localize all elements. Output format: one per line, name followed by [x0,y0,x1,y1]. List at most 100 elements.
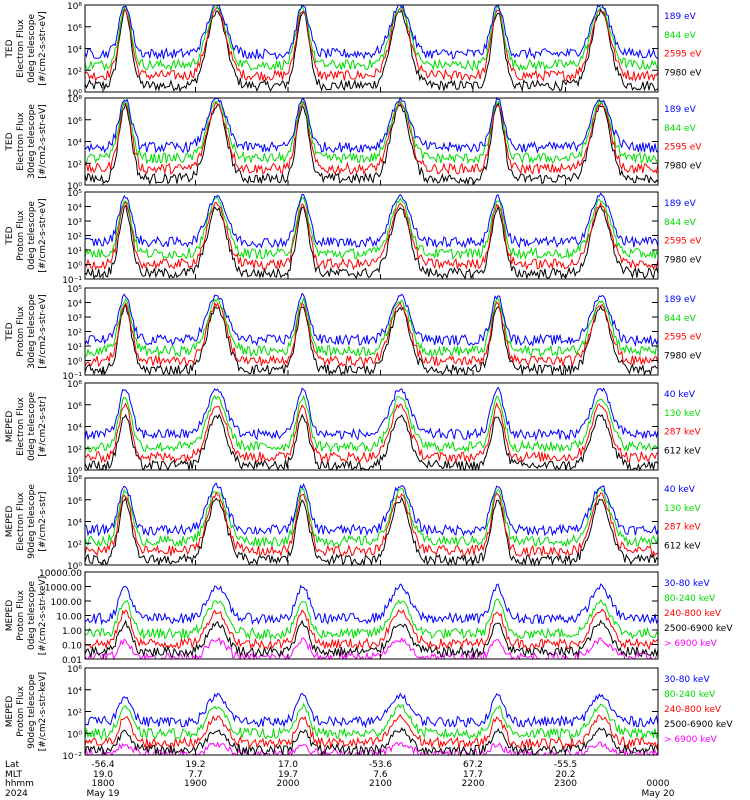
y-axis-label: Proton Flux [16,686,26,737]
y-tick-label: 10⁰ [67,89,82,99]
legend-entry: 80-240 keV [664,594,716,604]
legend-entry: 130 keV [664,504,701,514]
series-line-2-1 [84,102,659,186]
legend-entry: 287 keV [664,428,701,438]
y-tick-label: 1000.00 [45,584,82,594]
legend-entry: 40 keV [664,390,696,400]
panel-7: 0.01 0.10 1.00 10.00 100.00 1000.00 10000.00 ME… [5,569,733,666]
series-line-3-1 [84,204,659,280]
footer-lat-value: 17.0 [278,760,298,770]
y-tick-label: 10¹ [67,343,82,353]
y-axis-label: TED [5,226,15,245]
y-tick-label: 10⁰ [67,730,82,740]
y-tick-label: 10⁴ [67,204,82,214]
legend-entry: 7980 eV [664,68,702,78]
legend-entry: 189 eV [664,105,697,115]
footer-time-tick: 1900 [184,779,207,789]
y-axis-label: [#/cm2-s-str] [38,491,48,551]
y-tick-label: 10⁴ [67,46,82,56]
y-axis-label: 0deg telescope [27,14,37,84]
y-axis-label: [#/cm2-s-str] [38,396,48,456]
y-axis-label: 0deg telescope [27,201,37,271]
series-line-5-4 [84,386,659,442]
y-tick-label: 10.00 [56,613,82,623]
y-axis-label: Proton Flux [16,210,26,261]
y-axis-label: [#/cm2-s-str-eV] [38,104,48,179]
y-tick-label: 10² [67,233,82,243]
series-line-6-4 [84,482,659,537]
series-line-7-2 [84,619,659,659]
y-tick-label: 10⁰ [67,262,82,272]
legend-entry: > 6900 keV [664,735,718,745]
y-axis-label: TED [5,322,15,341]
legend-entry: 240-800 keV [664,609,722,619]
y-tick-label: 10⁻¹ [62,276,82,286]
y-tick-label: 10⁵ [67,189,82,199]
footer-mlt-value: 20.2 [555,770,575,780]
y-tick-label: 10⁴ [67,424,82,434]
legend-entry: 130 keV [664,409,701,419]
y-tick-label: 10² [67,329,82,339]
legend-entry: 2595 eV [664,143,702,153]
series-line-7-4 [84,598,659,641]
y-tick-label: 10⁸ [67,2,82,12]
series-line-6-2 [84,491,659,558]
series-line-3-2 [84,200,659,271]
footer-row-label: Lat [5,760,20,770]
y-tick-label: 10⁴ [67,519,82,529]
series-line-4-1 [84,303,658,377]
y-tick-label: 100.00 [51,598,83,608]
panel-frame [84,667,659,756]
footer-row-label: 2024 [5,789,28,799]
y-axis-label: MEPED [5,411,15,443]
y-tick-label: 10⁰ [67,562,82,572]
footer-time-tick: 1800 [92,779,115,789]
y-axis-label: 90deg telescope [27,484,37,559]
y-tick-label: 10⁶ [67,117,82,127]
y-axis-label: TED [5,132,15,151]
y-tick-label: 0.01 [62,656,82,666]
footer-lat-value: -56.4 [91,760,115,770]
y-tick-label: 10⁸ [67,380,82,390]
series-line-4-2 [84,301,659,368]
y-axis-label: 0deg telescope [27,392,37,462]
series-line-8-5 [84,692,659,729]
footer-mlt-value: 19.0 [93,770,113,780]
y-tick-label: 10³ [67,314,82,324]
legend-entry: 844 eV [664,31,697,41]
y-tick-label: 10⁰ [67,182,82,192]
legend-entry: 7980 eV [664,161,702,171]
y-axis-label: MEPED [5,600,15,632]
y-tick-label: 10⁰ [67,358,82,368]
y-axis-label: 30deg telescope [27,104,37,179]
y-tick-label: 10² [67,67,82,77]
series-line-1-2 [84,6,659,83]
panel-5: 10⁰ 10² 10⁴ 10⁶ 10⁸ MEPED Electron Flux 0deg te… [5,380,701,477]
legend-entry: 2595 eV [664,237,702,247]
y-tick-label: 10000.00 [39,569,82,579]
panel-2: 10⁰ 10² 10⁴ 10⁶ 10⁸ TED Electron Flux 30deg tel… [5,95,702,192]
y-tick-label: 10⁴ [67,139,82,149]
series-line-5-3 [84,394,659,454]
y-tick-label: 0.10 [62,642,82,652]
footer-time-tick: 2300 [554,779,577,789]
footer-time-tick: 2200 [462,779,485,789]
panel-frame [84,191,659,280]
footer-lat-value: -53.6 [369,760,393,770]
footer-time-tick: 2100 [369,779,392,789]
footer-lat-value: 19.2 [185,760,205,770]
y-tick-label: 10⁴ [67,300,82,310]
legend-entry: 612 keV [664,541,701,551]
y-tick-label: 10⁰ [67,467,82,477]
y-axis-label: Electron Flux [16,397,26,456]
panel-frame [84,287,659,376]
footer-lat-value: 67.2 [463,760,483,770]
y-axis-label: TED [5,39,15,58]
series-line-2-2 [84,100,659,176]
y-axis-label: 30deg telescope [27,294,37,369]
y-axis-label: MEPED [5,506,15,538]
series-line-8-4 [84,702,659,741]
y-axis-label: Electron Flux [16,19,26,78]
y-axis-label: [#/cm2-s-str-eV] [38,294,48,369]
